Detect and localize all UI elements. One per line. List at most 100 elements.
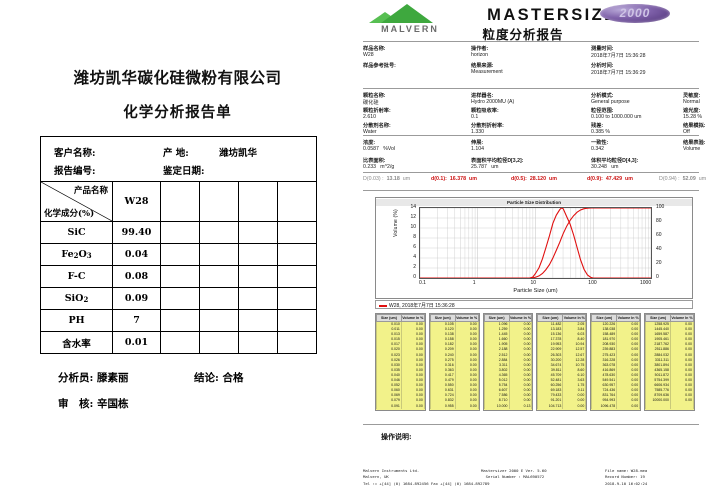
volume-cell: 0.00 — [670, 362, 694, 368]
field-group: 遮光度: 15.28 % — [683, 107, 702, 120]
volume-cell: 0.00 — [454, 393, 479, 399]
empty-cell — [277, 287, 317, 310]
volume-cell: 0.00 — [454, 332, 479, 338]
field-group: 浓度: 0.0587 %Vol — [363, 139, 395, 152]
field-label: 结果来源: — [471, 63, 494, 69]
composition-value: 99.40 — [112, 221, 161, 244]
col-header-size: Size (um) — [537, 314, 564, 322]
chemical-composition-table: 产品名称 化学成分(%) W28 SiC 99.40 Fe2O3 0.04 F-C 0.08 Si… — [40, 181, 317, 354]
x-tick-label: 1000 — [640, 280, 652, 286]
table-row: 954.993 0.00 — [591, 398, 641, 404]
table-row: 0.832 0.00 — [429, 398, 479, 404]
table-row: 0.069 0.00 — [376, 393, 425, 399]
empty-cell — [160, 221, 200, 244]
field-value: General purpose — [591, 99, 630, 105]
volume-cell: 0.00 — [670, 332, 694, 338]
col-header-volume: Volume In % — [562, 314, 587, 322]
volume-cell: 0.00 — [670, 352, 694, 358]
empty-cell — [238, 287, 278, 310]
volume-cell: 0.00 — [454, 347, 479, 353]
table-row: 5754.399 0.00 — [645, 378, 694, 384]
empty-cell — [277, 331, 317, 354]
table-row: 0.052 0.00 — [376, 383, 425, 389]
table-row: 0.026 0.00 — [376, 357, 425, 363]
y-tick-label: 4 — [413, 254, 416, 260]
volume-cell: 0.00 — [670, 393, 694, 399]
col-header-size: Size (um) — [376, 314, 402, 322]
volume-cell: 0.00 — [670, 337, 694, 343]
table-row: 1659.587 0.00 — [645, 332, 694, 338]
table-row: 含水率 0.01 — [40, 331, 317, 354]
col-header-size: Size (um) — [429, 314, 456, 322]
field-value: Off — [683, 129, 690, 135]
empty-cell — [160, 181, 200, 222]
brand-name: MALVERN — [381, 24, 439, 34]
reviewer-line: 审 核: 辛国栋 — [58, 396, 129, 411]
chart-legend: W28, 2018年7月7日 15:36:28 — [375, 300, 693, 309]
table-row: 5.012 0.00 — [483, 378, 533, 384]
field-label: 颗粒吸收率: — [471, 108, 499, 114]
volume-cell: 0.11 — [562, 388, 587, 394]
field-label: 样品参考批号: — [363, 63, 396, 69]
y2-tick-label: 20 — [656, 260, 662, 266]
field-label: 结果模拟: — [683, 123, 706, 129]
table-row: 39.811 8.60 — [537, 367, 587, 373]
y-tick-label: 8 — [413, 234, 416, 240]
field-value: W28 — [363, 52, 374, 58]
table-row: 0.316 0.00 — [429, 362, 479, 368]
field-value: 25.787 um — [471, 164, 499, 170]
table-row: 0.417 0.00 — [429, 372, 479, 379]
field-group: 颗粒名称: 碳化硅 — [363, 92, 385, 106]
field-value: Water — [363, 129, 377, 135]
volume-cell: 0.00 — [508, 332, 533, 338]
table-row: 2884.032 0.00 — [645, 352, 694, 358]
table-row: 3.802 0.00 — [483, 367, 533, 373]
volume-cell: 0.00 — [508, 383, 533, 389]
field-label: 一致性: — [591, 140, 609, 146]
table-row: 8.710 0.00 — [483, 398, 533, 404]
table-row: 0.550 0.00 — [429, 383, 479, 389]
empty-cell — [238, 265, 278, 288]
footer-manufacturer: Malvern Instruments Ltd. Malvern, UK Tel… — [363, 468, 490, 486]
volume-cell: 0.00 — [454, 383, 479, 389]
volume-cell: 0.00 — [400, 357, 425, 363]
table-row: 30.200 12.28 — [537, 357, 587, 363]
field-group: 颗粒折射率: 2.610 — [363, 107, 391, 120]
field-group: 分析时间: 2018年7月7日 15:36:29 — [591, 62, 646, 76]
col-header-size: Size (um) — [591, 314, 618, 322]
volume-cell: 12.57 — [562, 347, 587, 353]
composition-value: 0.09 — [112, 287, 161, 310]
field-value: 1.104 — [471, 146, 484, 152]
table-row: 2.884 0.00 — [483, 357, 533, 363]
y2-tick-label: 40 — [656, 246, 662, 252]
volume-cell: 0.00 — [508, 357, 533, 363]
volume-cell: 0.00 — [400, 378, 425, 384]
x-tick-label: 10 — [530, 280, 537, 286]
table-row: 11.482 2.05 — [537, 321, 587, 328]
table-row: 0.013 0.00 — [376, 332, 425, 338]
volume-cell: 0.00 — [670, 398, 694, 404]
field-group: 样品名称: W28 — [363, 45, 385, 58]
table-row: 158.489 0.00 — [591, 332, 641, 338]
field-label: 伸展: — [471, 140, 484, 146]
table-row: 478.630 0.00 — [591, 372, 641, 379]
field-label: 颗粒折射率: — [363, 108, 391, 114]
volume-cell: 0.00 — [400, 383, 425, 389]
field-group: 比表面积: 0.233 m^2/g — [363, 157, 394, 170]
field-value: Measurement — [471, 69, 503, 75]
field-group: 残差: 0.385 % — [591, 122, 610, 135]
size-cell: 0.955 — [429, 403, 456, 409]
table-row: 316.228 0.00 — [591, 357, 641, 363]
table-row: 0.015 0.00 — [376, 337, 425, 343]
volume-cell: 0.00 — [616, 362, 641, 368]
malvern-logo: MALVERN — [367, 4, 453, 36]
volume-cell: 0.00 — [616, 352, 641, 358]
composition-item: PH — [40, 309, 113, 332]
table-row: 2.188 0.00 — [483, 347, 533, 353]
size-cell: 1096.478 — [591, 403, 618, 409]
volume-cell: 8.60 — [562, 367, 587, 373]
table-row: 0.020 0.00 — [376, 347, 425, 353]
mastersizer-report: MALVERN MASTERSIZER 2000 粒度分析报告 样品名称: W28… — [355, 0, 707, 500]
size-distribution-tables: Size (um) Volume In % 0.010 0.00 0.011 0.00 0.… — [375, 313, 695, 411]
